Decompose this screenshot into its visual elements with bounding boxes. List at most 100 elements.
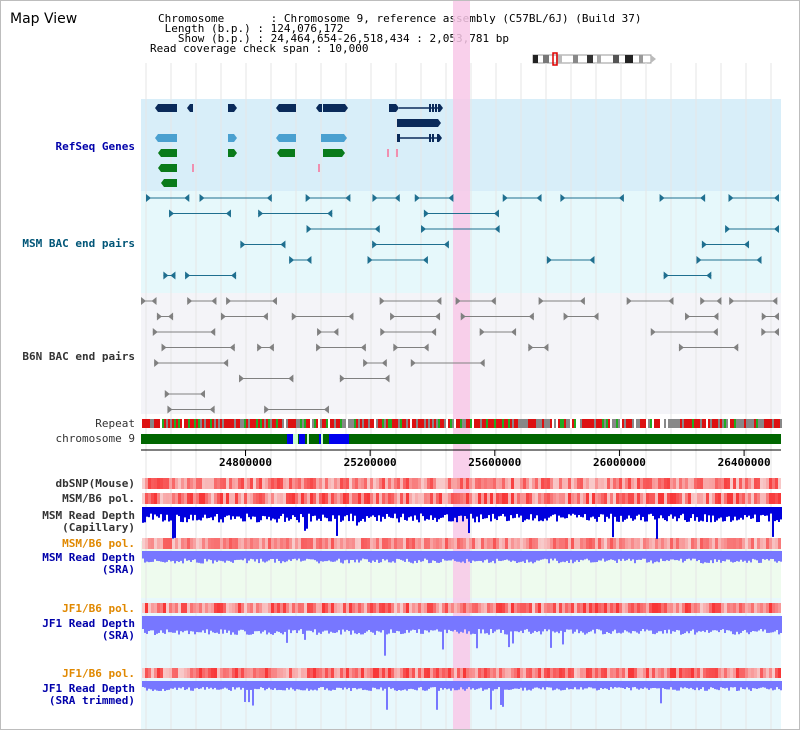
msm-depth-capillary-bar bbox=[242, 507, 244, 522]
msm-bac-pair bbox=[756, 256, 762, 264]
refseq-genes-label[interactable]: RefSeq Genes bbox=[55, 140, 135, 153]
jf1-b6-pol-strip bbox=[619, 603, 622, 613]
msm-bac-pair bbox=[725, 225, 731, 233]
msm-b6-pol-strip bbox=[262, 493, 265, 504]
jf1-depth-sra-bar bbox=[502, 616, 504, 631]
msm-depth-sra-bar bbox=[364, 551, 366, 560]
msm-depth-capillary-bar bbox=[402, 507, 404, 514]
jf1-depth-sra-bar bbox=[640, 616, 642, 632]
msm-b6-pol-2-strip bbox=[466, 538, 469, 549]
jf1-depth-trim-bar bbox=[706, 681, 708, 691]
jf1-depth-trim-label[interactable]: JF1 Read Depth bbox=[42, 682, 135, 695]
jf1-depth-sra-label[interactable]: JF1 Read Depth bbox=[42, 617, 135, 630]
repeat-feature bbox=[212, 419, 214, 428]
dbsnp-strip bbox=[424, 478, 427, 489]
jf1-depth-trim-bar bbox=[318, 681, 320, 688]
repeat-feature bbox=[676, 419, 678, 428]
jf1-depth-trim-bar bbox=[368, 681, 370, 691]
jf1-depth-trim-bar bbox=[748, 681, 750, 690]
repeat-feature bbox=[574, 419, 576, 428]
chromosome-bar bbox=[141, 434, 781, 444]
repeat-feature bbox=[618, 419, 620, 428]
dbsnp-strip bbox=[304, 478, 307, 489]
msm-b6-pol-strip bbox=[148, 493, 151, 504]
msm-b6-pol-strip bbox=[454, 493, 457, 504]
msm-b6-pol-2-label[interactable]: MSM/B6 pol. bbox=[62, 537, 135, 550]
jf1-b6-pol-2-strip bbox=[739, 668, 742, 678]
jf1-depth-sra-bar bbox=[146, 616, 148, 634]
msm-bac-label[interactable]: MSM BAC end pairs bbox=[22, 237, 135, 250]
msm-depth-sra-bar bbox=[456, 551, 458, 562]
msm-depth-capillary-label[interactable]: MSM Read Depth bbox=[42, 509, 135, 522]
jf1-b6-pol-2-label[interactable]: JF1/B6 pol. bbox=[62, 667, 135, 680]
msm-b6-pol-2-strip bbox=[325, 538, 328, 549]
dbsnp-label[interactable]: dbSNP(Mouse) bbox=[55, 477, 135, 490]
dbsnp-strip bbox=[559, 478, 562, 489]
b6n-bac-pair bbox=[410, 359, 416, 367]
jf1-b6-pol-2-strip bbox=[208, 668, 211, 678]
jf1-depth-trim-bar bbox=[506, 681, 508, 690]
msm-depth-capillary-bar bbox=[556, 507, 558, 522]
msm-b6-pol-2-strip bbox=[511, 538, 514, 549]
jf1-b6-pol-2-strip bbox=[268, 668, 271, 678]
jf1-b6-pol-strip bbox=[571, 603, 574, 613]
jf1-depth-trim-bar bbox=[306, 681, 308, 689]
repeat-feature bbox=[294, 419, 296, 428]
repeat-feature bbox=[742, 419, 744, 428]
jf1-depth-sra-bar bbox=[646, 616, 648, 630]
b6n-bac-label[interactable]: B6N BAC end pairs bbox=[22, 350, 135, 363]
repeat-feature bbox=[226, 419, 228, 428]
msm-depth-sra-bar bbox=[774, 551, 776, 562]
chromosome-ideogram[interactable] bbox=[529, 52, 659, 66]
jf1-b6-pol-strip bbox=[595, 603, 598, 613]
jf1-b6-pol-strip bbox=[445, 603, 448, 613]
msm-depth-capillary-bar bbox=[662, 507, 664, 519]
msm-depth-capillary-bar bbox=[156, 507, 158, 517]
dbsnp-strip bbox=[616, 478, 619, 489]
jf1-depth-trim-bar bbox=[486, 681, 488, 690]
msm-bac-track bbox=[146, 194, 779, 280]
jf1-b6-pol-label[interactable]: JF1/B6 pol. bbox=[62, 602, 135, 615]
jf1-depth-trim-bar bbox=[476, 681, 478, 690]
jf1-depth-sra-bar bbox=[356, 616, 358, 635]
msm-b6-pol-label[interactable]: MSM/B6 pol. bbox=[62, 492, 135, 505]
jf1-b6-pol-strip bbox=[193, 603, 196, 613]
msm-b6-pol-2-strip bbox=[472, 538, 475, 549]
jf1-depth-sra-bar bbox=[450, 616, 452, 631]
jf1-depth-sra-bar bbox=[560, 616, 562, 631]
msm-b6-pol-strip bbox=[325, 493, 328, 504]
msm-depth-sra-bar bbox=[600, 551, 602, 561]
jf1-depth-trim-bar bbox=[294, 681, 296, 691]
msm-depth-sra-bar bbox=[548, 551, 550, 564]
msm-b6-pol-strip bbox=[415, 493, 418, 504]
b6n-bac-pair bbox=[393, 343, 399, 352]
repeat-label[interactable]: Repeat bbox=[95, 417, 135, 430]
msm-depth-sra-label[interactable]: MSM Read Depth bbox=[42, 551, 135, 564]
msm-depth-capillary-bar bbox=[464, 507, 466, 517]
jf1-depth-trim-bar bbox=[628, 681, 630, 688]
repeat-feature bbox=[516, 419, 518, 428]
msm-depth-sra-bar bbox=[556, 551, 558, 561]
jf1-depth-trim-bar bbox=[230, 681, 232, 691]
dbsnp-strip bbox=[418, 478, 421, 489]
dbsnp-strip bbox=[580, 478, 583, 489]
jf1-b6-pol-strip bbox=[370, 603, 373, 613]
repeat-feature bbox=[512, 419, 514, 428]
msm-depth-sra-bar bbox=[650, 551, 652, 561]
msm-bac-pair bbox=[146, 194, 152, 202]
msm-depth-sra-bar bbox=[324, 551, 326, 562]
msm-b6-pol-strip bbox=[772, 493, 775, 504]
repeat-feature bbox=[614, 419, 616, 428]
jf1-depth-trim-bar bbox=[504, 681, 506, 690]
jf1-depth-trim-bar bbox=[508, 681, 510, 690]
dbsnp-strip bbox=[379, 478, 382, 489]
jf1-b6-pol-2-strip bbox=[685, 668, 688, 678]
jf1-depth-sra-bar bbox=[164, 616, 166, 634]
jf1-depth-sra-bar bbox=[526, 616, 528, 630]
jf1-depth-trim-bar bbox=[394, 681, 396, 691]
msm-b6-pol-2-strip bbox=[193, 538, 196, 549]
dbsnp-strip bbox=[358, 478, 361, 489]
msm-depth-capillary-bar bbox=[442, 507, 444, 518]
jf1-depth-sra-bar bbox=[632, 616, 634, 632]
